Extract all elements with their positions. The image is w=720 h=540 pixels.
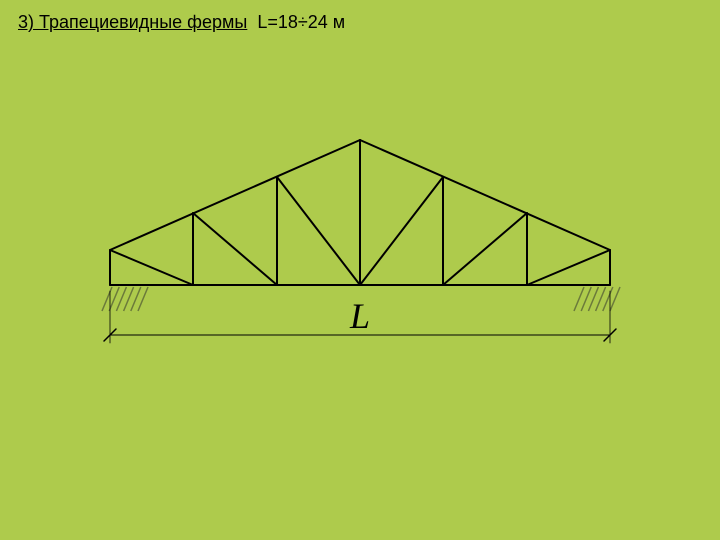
title-row: 3) Трапециевидные фермы L=18÷24 м — [18, 12, 345, 33]
span-label: L — [350, 295, 370, 337]
title-range: L=18÷24 м — [257, 12, 345, 33]
truss-diagram: L — [90, 130, 630, 390]
title-heading: 3) Трапециевидные фермы — [18, 12, 247, 33]
truss-svg — [90, 130, 630, 390]
